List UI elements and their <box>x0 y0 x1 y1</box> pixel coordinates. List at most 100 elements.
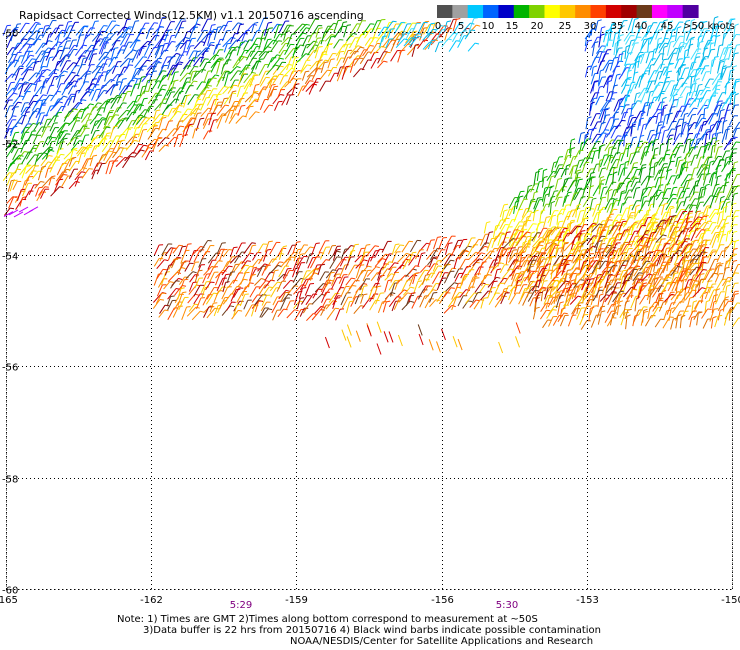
wind-barb <box>63 111 70 122</box>
wind-barb-flag <box>279 57 284 60</box>
wind-barb <box>592 212 598 223</box>
wind-barb-flag <box>315 242 320 244</box>
wind-barb <box>638 306 645 316</box>
wind-barb-flag <box>669 20 674 23</box>
wind-barb <box>590 81 595 94</box>
wind-barb-flag <box>307 64 312 67</box>
wind-barb-flag <box>515 200 520 203</box>
wind-barb <box>592 204 598 217</box>
wind-barb <box>682 188 687 199</box>
wind-barb <box>660 98 664 110</box>
wind-barb-flag <box>349 300 354 303</box>
wind-barb <box>597 197 603 211</box>
wind-barb <box>707 49 712 59</box>
wind-barb <box>333 20 339 33</box>
wind-barb-flag <box>336 248 341 251</box>
wind-barb <box>417 270 426 281</box>
wind-barb-flag <box>351 250 356 252</box>
wind-barb <box>67 85 74 95</box>
wind-barb-flag <box>696 52 701 55</box>
wind-barb <box>101 126 107 139</box>
wind-barb-flag <box>179 244 184 247</box>
wind-barb <box>359 278 367 291</box>
wind-barb <box>251 61 258 74</box>
wind-barb <box>119 58 129 68</box>
wind-barb <box>285 300 291 311</box>
wind-barb <box>254 294 263 306</box>
wind-barb <box>532 211 536 222</box>
wind-barb <box>370 58 377 69</box>
wind-barb-flag <box>270 279 275 282</box>
wind-barb <box>222 249 230 258</box>
wind-barb <box>49 101 60 112</box>
wind-barb <box>299 23 307 32</box>
wind-barb-flag <box>41 165 47 168</box>
wind-barb <box>333 39 340 49</box>
wind-barb <box>263 22 269 36</box>
wind-barb-flag <box>119 73 124 76</box>
wind-barb <box>96 100 107 112</box>
wind-barb-flag <box>734 23 739 26</box>
wind-barb-flag <box>716 34 721 37</box>
wind-barb <box>199 240 209 253</box>
wind-barb <box>657 294 661 306</box>
wind-barb <box>695 85 700 97</box>
wind-barb-flag <box>224 97 229 100</box>
wind-barb <box>627 117 633 130</box>
wind-barb <box>260 29 265 41</box>
wind-barb <box>226 272 232 284</box>
wind-barb-flag <box>677 156 682 159</box>
wind-barb-flag <box>736 127 740 130</box>
wind-barb <box>732 82 737 95</box>
wind-barb-flag <box>337 19 342 22</box>
wind-barb <box>97 25 105 35</box>
wind-barb <box>677 68 680 82</box>
wind-barb <box>675 42 682 55</box>
wind-barb <box>670 240 677 253</box>
wind-barb-flag <box>714 308 719 310</box>
wind-barb <box>326 308 336 320</box>
wind-barb <box>586 273 591 284</box>
wind-barb <box>554 226 563 239</box>
wind-barb <box>7 54 14 63</box>
wind-barb-flag <box>450 287 455 289</box>
wind-barb-flag <box>725 156 731 159</box>
wind-barb-flag <box>696 67 702 70</box>
wind-barb-flag <box>695 179 700 182</box>
wind-barb <box>641 197 644 209</box>
wind-barb <box>668 308 672 321</box>
wind-barb-flag <box>661 90 666 93</box>
wind-barb <box>552 315 560 326</box>
wind-barb <box>203 71 209 84</box>
wind-barb <box>141 73 149 83</box>
wind-barb <box>561 179 566 193</box>
wind-barb <box>10 168 18 178</box>
wind-barb <box>603 30 607 43</box>
wind-barb-flag <box>544 269 549 272</box>
wind-barb <box>304 278 310 288</box>
wind-barb <box>179 65 188 77</box>
wind-barb <box>325 300 334 310</box>
wind-barb <box>151 113 161 124</box>
wind-barb-flag <box>159 299 165 301</box>
wind-barb-flag <box>172 247 177 250</box>
wind-barb <box>67 108 75 118</box>
wind-barb <box>318 240 326 254</box>
wind-barb-flag <box>252 244 257 247</box>
wind-barb <box>20 132 26 144</box>
wind-barb <box>732 121 740 134</box>
wind-barb-flag <box>425 274 430 276</box>
wind-barb <box>393 298 400 310</box>
wind-barb <box>694 139 698 150</box>
wind-barb <box>179 135 185 148</box>
wind-barb <box>207 32 212 46</box>
wind-barb-flag <box>448 27 453 30</box>
wind-barb-flag <box>241 104 246 107</box>
wind-barb-flag <box>577 223 582 226</box>
wind-barb <box>590 296 594 306</box>
wind-barb <box>602 134 607 144</box>
wind-barb <box>384 280 389 293</box>
wind-barb-flag <box>213 292 218 295</box>
wind-barb <box>284 48 294 60</box>
wind-barb <box>640 38 649 50</box>
